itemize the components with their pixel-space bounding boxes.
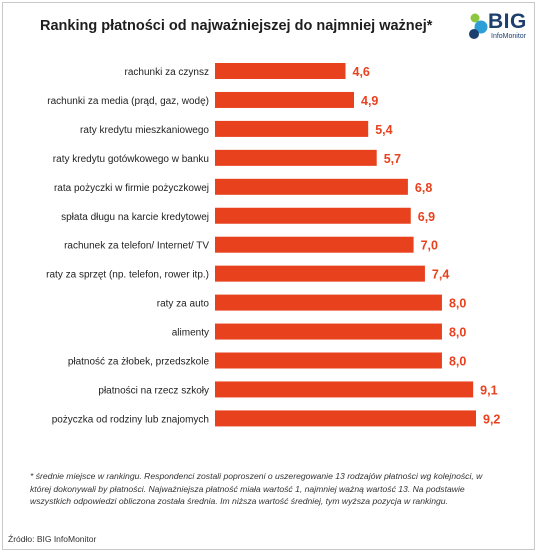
bar — [215, 178, 408, 195]
big-infomonitor-logo: BIG InfoMonitor — [466, 10, 530, 46]
category-label: pożyczka od rodziny lub znajomych — [52, 414, 209, 425]
bar — [215, 352, 442, 369]
chart-title: Ranking płatności od najważniejszej do n… — [40, 18, 433, 34]
category-label: rachunek za telefon/ Internet/ TV — [64, 241, 209, 252]
category-label: raty kredytu mieszkaniowego — [80, 125, 209, 136]
value-label: 9,1 — [480, 383, 497, 397]
value-label: 4,9 — [361, 94, 378, 108]
footnote: * średnie miejsce w rankingu. Respondenc… — [30, 471, 483, 506]
category-label: rata pożyczki w firmie pożyczkowej — [54, 183, 209, 194]
value-label: 7,0 — [421, 239, 438, 253]
bar — [215, 91, 355, 108]
category-label: płatności na rzecz szkoły — [98, 385, 209, 396]
value-label: 5,4 — [375, 123, 392, 137]
logo-subtitle: InfoMonitor — [491, 33, 527, 40]
bar — [215, 265, 425, 282]
logo-wordmark: BIG — [488, 10, 527, 33]
value-label: 8,0 — [449, 326, 466, 340]
bar — [215, 207, 411, 224]
bar — [215, 381, 474, 398]
logo-circles-icon — [469, 13, 488, 39]
source-note: Źródło: BIG InfoMonitor — [8, 534, 97, 544]
value-label: 4,6 — [353, 65, 370, 79]
category-label: rachunki za czynsz — [125, 67, 209, 78]
category-label: spłata długu na karcie kredytowej — [61, 212, 209, 223]
value-label: 6,9 — [418, 210, 435, 224]
category-label: raty kredytu gotówkowego w banku — [53, 154, 209, 165]
value-label: 7,4 — [432, 268, 449, 282]
bar — [215, 323, 442, 340]
category-label: rachunki za media (prąd, gaz, wodę) — [47, 96, 209, 107]
value-label: 9,2 — [483, 412, 500, 426]
value-label: 6,8 — [415, 181, 432, 195]
category-label: raty za auto — [157, 299, 210, 310]
bar — [215, 63, 346, 79]
bar-chart: rachunki za czynsz 4,6 rachunki za media (… — [46, 63, 500, 427]
value-label: 8,0 — [449, 355, 466, 369]
bar — [215, 120, 369, 137]
value-label: 5,7 — [384, 152, 401, 166]
category-label: płatność za żłobek, przedszkole — [68, 357, 210, 368]
category-label: alimenty — [172, 328, 209, 339]
bar — [215, 149, 377, 166]
chart-frame — [2, 2, 535, 550]
bar — [215, 236, 414, 253]
bar — [215, 294, 442, 311]
category-label: raty za sprzęt (np. telefon, rower itp.) — [46, 270, 209, 281]
value-label: 8,0 — [449, 297, 466, 311]
bar — [215, 410, 476, 427]
